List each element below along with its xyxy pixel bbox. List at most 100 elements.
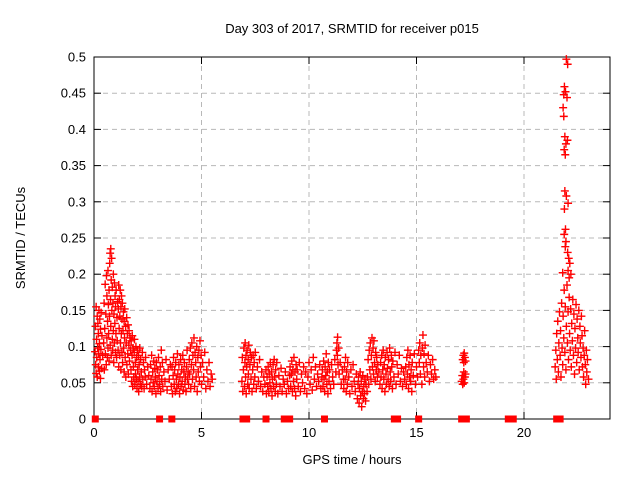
data-point <box>369 344 378 353</box>
data-point <box>306 380 315 389</box>
data-point <box>563 248 572 257</box>
data-point <box>134 387 143 396</box>
data-point <box>117 291 126 300</box>
data-point <box>408 358 417 367</box>
data-point <box>139 358 148 367</box>
data-point <box>305 358 313 367</box>
data-point <box>344 373 353 382</box>
data-point <box>559 112 568 121</box>
y-tick-label: 0.2 <box>68 267 86 282</box>
data-point <box>252 384 261 393</box>
data-point <box>388 384 397 393</box>
data-point <box>391 348 399 357</box>
data-point <box>200 348 209 357</box>
zero-marker <box>509 415 517 423</box>
data-point <box>563 281 571 290</box>
data-point <box>114 281 123 290</box>
data-point <box>184 380 193 389</box>
data-point <box>425 377 434 386</box>
data-point <box>95 339 104 348</box>
data-point <box>291 391 300 400</box>
data-point <box>157 346 166 355</box>
data-point <box>300 384 309 393</box>
data-point <box>309 353 318 362</box>
data-point <box>248 387 257 396</box>
data-point <box>406 351 415 360</box>
data-point <box>141 353 150 362</box>
data-point <box>335 370 344 379</box>
data-point <box>558 344 567 353</box>
x-tick-label: 20 <box>517 425 531 440</box>
data-point <box>380 387 389 396</box>
data-point <box>100 365 109 374</box>
data-point <box>97 331 106 340</box>
y-tick-label: 0 <box>79 412 86 427</box>
data-point <box>584 375 593 384</box>
zero-marker <box>243 415 251 423</box>
data-point <box>567 319 576 328</box>
data-point <box>156 387 165 396</box>
y-tick-label: 0.5 <box>68 50 86 65</box>
data-point <box>131 342 140 351</box>
y-tick-label: 0.45 <box>61 86 86 101</box>
data-point <box>385 344 394 353</box>
data-point <box>400 375 409 384</box>
data-point <box>96 325 105 334</box>
data-point <box>570 324 579 333</box>
data-point <box>378 365 387 374</box>
data-point <box>342 367 351 376</box>
data-point <box>96 374 105 383</box>
data-point <box>274 371 283 380</box>
data-point <box>104 329 113 338</box>
data-point <box>329 380 338 389</box>
zero-marker <box>556 415 564 423</box>
data-point <box>257 367 266 376</box>
data-point <box>567 362 576 371</box>
data-point <box>270 373 279 382</box>
y-tick-label: 0.4 <box>68 122 86 137</box>
data-point <box>334 344 343 353</box>
data-point <box>333 351 342 360</box>
zero-marker <box>156 415 164 423</box>
zero-marker <box>415 415 423 423</box>
x-tick-label: 0 <box>90 425 97 440</box>
y-tick-label: 0.25 <box>61 231 86 246</box>
data-point <box>564 355 573 364</box>
data-point <box>558 268 567 277</box>
data-point <box>311 362 320 371</box>
data-point <box>363 387 372 396</box>
data-point <box>569 310 578 319</box>
data-point <box>313 370 322 379</box>
data-point <box>559 312 568 321</box>
zero-marker <box>262 415 270 423</box>
data-point <box>364 355 373 364</box>
data-point <box>154 353 163 362</box>
data-point <box>357 402 366 411</box>
data-point <box>118 358 127 367</box>
data-point <box>129 362 138 371</box>
data-point <box>409 371 418 380</box>
data-point <box>383 348 392 357</box>
data-point <box>248 365 257 374</box>
data-point <box>199 373 208 382</box>
zero-marker <box>320 415 328 423</box>
data-point <box>561 139 570 148</box>
data-point <box>106 244 115 253</box>
data-point <box>566 346 575 355</box>
data-point <box>203 377 212 386</box>
data-point <box>149 378 158 387</box>
data-point <box>402 380 411 389</box>
data-point <box>298 378 307 387</box>
data-point <box>97 308 106 317</box>
data-point <box>562 322 571 331</box>
data-point <box>192 373 201 382</box>
data-point <box>420 373 429 382</box>
data-point <box>173 349 182 358</box>
data-point <box>559 333 568 342</box>
data-point <box>103 317 112 326</box>
data-point <box>156 362 165 371</box>
data-point <box>178 351 187 360</box>
data-point <box>124 370 133 379</box>
data-point <box>147 351 156 360</box>
